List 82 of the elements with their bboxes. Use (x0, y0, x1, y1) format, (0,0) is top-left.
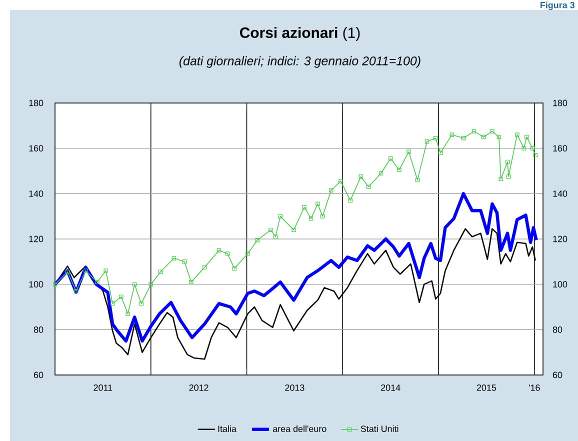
x-tick-label: '16 (528, 384, 540, 391)
point (320, 214, 325, 218)
point (302, 205, 306, 210)
x-tick-label: 2012 (189, 384, 208, 391)
point (438, 150, 443, 155)
point (388, 156, 393, 161)
point (119, 294, 124, 299)
point (308, 216, 314, 221)
point (104, 268, 108, 273)
point (95, 280, 100, 284)
point (126, 312, 130, 316)
point (148, 282, 153, 286)
line-series (55, 192, 538, 343)
point (415, 178, 420, 182)
y2-tick-label: 60 (552, 372, 562, 378)
point (84, 268, 88, 273)
y2-tick-label: 160 (553, 145, 568, 152)
point (366, 184, 371, 189)
x-tick-label: 2015 (476, 384, 496, 391)
point (397, 168, 402, 172)
x-tick-label: 2013 (285, 384, 304, 391)
point (65, 270, 70, 274)
text: Figura 3 (540, 2, 574, 10)
point (530, 146, 535, 150)
point (216, 248, 222, 252)
point (273, 234, 278, 239)
point (189, 280, 194, 284)
point (434, 136, 438, 140)
legend-label: Italia (218, 425, 236, 432)
y-tick-label: 180 (29, 100, 44, 106)
point (490, 129, 494, 134)
point (472, 129, 476, 134)
point (329, 188, 334, 192)
point (450, 132, 454, 137)
point (348, 198, 352, 203)
point (232, 266, 236, 271)
point (506, 174, 511, 179)
point (172, 256, 176, 260)
point (158, 270, 163, 274)
point (182, 260, 187, 264)
point (225, 252, 230, 256)
point (292, 228, 296, 232)
x-tick-label: 2011 (94, 384, 112, 391)
legend-label: Stati Uniti (360, 425, 398, 432)
point (481, 134, 486, 140)
point (498, 176, 503, 182)
y-tick-label: 120 (29, 236, 44, 242)
point (338, 179, 343, 184)
y-tick-label: 140 (29, 190, 44, 197)
legend-label: area dell'euro (272, 425, 326, 432)
point (406, 150, 411, 154)
point (132, 282, 137, 286)
point (496, 134, 501, 140)
point (424, 139, 430, 144)
chart-title: Corsi azionari (1) (240, 27, 360, 41)
point (378, 171, 384, 176)
y-tick-label: 100 (29, 281, 44, 288)
point (202, 265, 207, 270)
point (515, 132, 520, 137)
y-tick-label: 80 (34, 326, 44, 333)
y2-tick-label: 80 (552, 326, 562, 333)
point (246, 252, 250, 256)
point (524, 134, 529, 140)
point (316, 202, 320, 206)
y2-tick-label: 140 (553, 190, 568, 197)
y-tick-label: 160 (29, 145, 44, 152)
y2-tick-label: 120 (553, 236, 568, 242)
point (522, 146, 526, 150)
point (278, 214, 282, 218)
point (110, 301, 115, 306)
x-tick-label: 2014 (381, 384, 400, 391)
y-tick-label: 60 (34, 372, 44, 378)
point (255, 238, 260, 242)
point (461, 136, 466, 140)
y2-tick-label: 180 (553, 100, 568, 106)
y2-tick-label: 100 (553, 281, 568, 288)
point (74, 289, 78, 294)
point (139, 301, 144, 306)
point (505, 160, 510, 164)
point (358, 174, 363, 179)
point (268, 228, 273, 232)
chart-subtitle: (dati giornalieri; indici: 3 gennaio 2011=100) (179, 56, 420, 68)
